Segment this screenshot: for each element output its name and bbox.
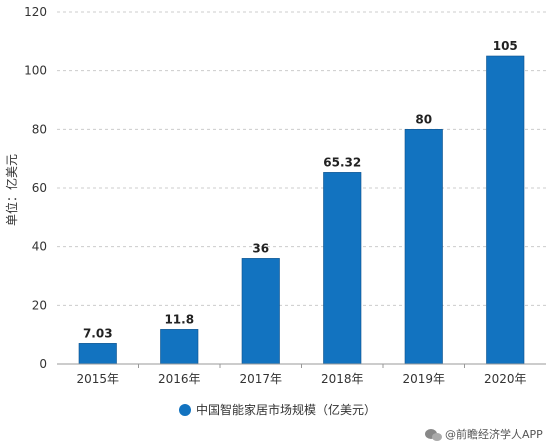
legend-label: 中国智能家居市场规模（亿美元） <box>196 402 376 417</box>
y-axis-label: 单位：亿美元 <box>4 154 19 226</box>
wechat-icon <box>425 429 442 441</box>
x-tick-label: 2017年 <box>239 372 282 386</box>
data-label: 36 <box>252 241 269 255</box>
bars <box>78 55 525 365</box>
x-tick-label: 2020年 <box>484 372 527 386</box>
x-tick-label: 2015年 <box>76 372 119 386</box>
x-tick-label: 2019年 <box>402 372 445 386</box>
y-tick-label: 20 <box>32 298 47 312</box>
data-labels: 7.03 11.8 36 65.32 80 105 <box>83 39 518 340</box>
bar <box>323 172 362 365</box>
y-axis-ticks: 0 20 40 60 80 100 120 <box>24 5 47 371</box>
x-tick-label: 2018年 <box>321 372 364 386</box>
bar <box>160 329 199 365</box>
bar <box>78 343 117 365</box>
data-label: 105 <box>493 39 518 53</box>
legend-marker <box>179 404 191 416</box>
credit: @前瞻经济学人APP <box>425 427 543 441</box>
data-label: 7.03 <box>83 326 113 340</box>
data-label: 11.8 <box>164 312 194 326</box>
y-tick-label: 120 <box>24 5 47 19</box>
y-tick-label: 60 <box>32 181 47 195</box>
data-label: 80 <box>415 112 432 126</box>
bar <box>404 129 443 365</box>
legend: 中国智能家居市场规模（亿美元） <box>179 402 376 417</box>
y-tick-label: 40 <box>32 240 47 254</box>
x-axis-ticks: 2015年 2016年 2017年 2018年 2019年 2020年 <box>76 364 527 386</box>
bar <box>241 258 280 365</box>
grid-lines <box>57 11 546 306</box>
y-tick-label: 100 <box>24 64 47 78</box>
y-tick-label: 80 <box>32 122 47 136</box>
x-tick-label: 2016年 <box>158 372 201 386</box>
bar <box>486 55 525 365</box>
credit-text: @前瞻经济学人APP <box>445 427 543 441</box>
y-tick-label: 0 <box>39 357 47 371</box>
data-label: 65.32 <box>323 155 361 169</box>
